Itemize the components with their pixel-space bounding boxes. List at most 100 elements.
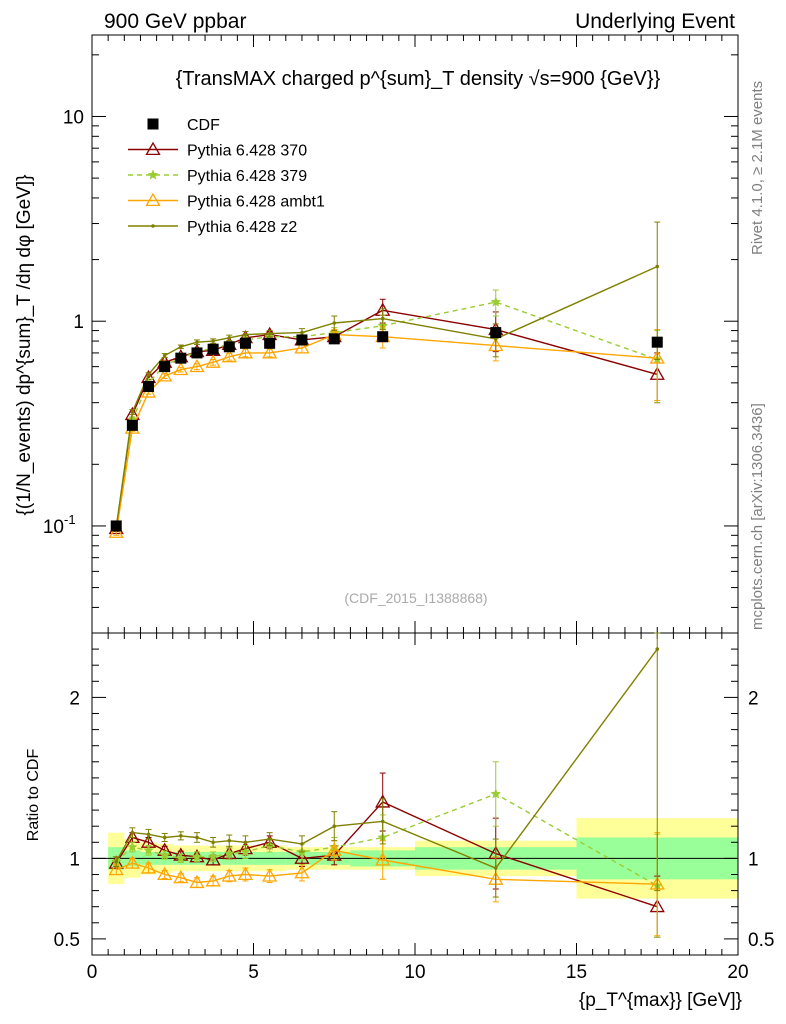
legend-label-pythia-6-428-ambt1: Pythia 6.428 ambt1: [187, 194, 325, 211]
pythia-6-428-ambt1-point: [157, 368, 173, 382]
legend-marker-pythia-6-428-ambt1: [145, 192, 161, 207]
pythia-6-428-379-ratio-point: [223, 847, 235, 859]
pythia-6-428-370-ratio-point: [294, 850, 310, 864]
cdf-data-point: [264, 337, 276, 349]
ratio-series-layer: [108, 632, 665, 938]
pythia-6-428-z2-ratio-point: [114, 859, 119, 864]
cdf-data-point: [207, 343, 219, 355]
pythia-6-428-z2-point: [267, 331, 272, 336]
x-tick-label: 20: [727, 962, 748, 983]
cdf-data-point: [651, 336, 663, 348]
pythia-6-428-ambt1-ratio-point: [375, 852, 391, 866]
pythia-6-428-379-ratio-point: [207, 851, 219, 862]
pythia-6-428-z2-ratio-point: [655, 647, 660, 651]
pythia-6-428-z2-point: [227, 335, 232, 340]
pythia-6-428-z2-ratio-point: [179, 834, 183, 838]
y-tick-label-ratio-right: 2: [748, 688, 759, 709]
cdf-data-point: [110, 520, 122, 532]
y-tick-label-main: 10: [63, 107, 84, 128]
pythia-6-428-z2-point: [380, 316, 385, 321]
pythia-6-428-z2-point: [162, 353, 167, 358]
pythia-6-428-z2-point: [655, 264, 660, 269]
pythia-6-428-ambt1-point: [262, 345, 278, 359]
cdf-data-point: [328, 333, 340, 345]
pythia-6-428-ambt1-ratio-point: [294, 865, 310, 879]
pythia-6-428-ambt1-ratio-point: [108, 861, 124, 876]
pythia-6-428-ambt1-ratio-point: [189, 874, 205, 889]
pythia-6-428-ambt1-point: [189, 358, 205, 373]
rivet-label: Rivet 4.1.0, ≥ 2.1M events: [749, 81, 766, 255]
pythia-6-428-ambt1-point: [649, 350, 665, 364]
pythia-6-428-z2-point: [332, 321, 337, 325]
x-axis-label: {p_T^{max}} [GeV]}: [579, 990, 742, 1011]
y-tick-label-ratio: 0.5: [54, 930, 80, 951]
ratio-plot-frame: [91, 632, 739, 956]
x-tick-label: 0: [87, 962, 98, 983]
legend-marker-pythia-6-428-370: [145, 141, 161, 156]
ratio-bands: [92, 818, 738, 899]
cdf-data-point: [239, 337, 251, 349]
pythia-6-428-379-ratio-point: [191, 851, 203, 862]
pythia-6-428-379-ratio-point: [240, 846, 251, 857]
legend-label-pythia-6-428-z2: Pythia 6.428 z2: [187, 219, 297, 236]
cdf-data-point: [175, 352, 187, 364]
pythia-6-428-z2-ratio-point: [267, 837, 272, 841]
x-tick-label: 5: [248, 962, 259, 983]
pythia-6-428-ambt1-ratio-point: [221, 868, 237, 882]
pythia-6-428-ambt1-ratio-point: [124, 855, 140, 869]
pythia-6-428-379-line: [115, 301, 658, 528]
pythia-6-428-379-ratio-point: [490, 788, 502, 799]
ratio-ylabel: Ratio to CDF: [25, 749, 42, 842]
pythia-6-428-z2-ratio-point: [493, 866, 498, 870]
ratio-plot: 0.5 0.5 1 1 2 2 Ratio to CDF: [25, 632, 774, 956]
pythia-6-428-z2-ratio-point: [130, 830, 135, 835]
pythia-6-428-z2-ratio-point: [227, 838, 232, 843]
cdf-data-point: [296, 334, 308, 346]
legend-label-pythia-6-428-379: Pythia 6.428 379: [187, 168, 307, 185]
pythia-6-428-z2-ratio-point: [300, 842, 304, 846]
x-tick-label: 10: [404, 962, 425, 983]
pythia-6-428-ambt1-point: [173, 361, 189, 376]
pythia-6-428-z2-point: [130, 410, 135, 414]
pythia-6-428-z2-ratio-point: [195, 835, 199, 840]
pythia-6-428-ambt1-ratio-point: [237, 866, 254, 881]
header-left: 900 GeV ppbar: [104, 10, 246, 33]
pythia-6-428-ambt1-point: [237, 345, 254, 359]
pythia-6-428-ambt1-ratio-point: [326, 842, 342, 856]
pythia-6-428-z2-point: [300, 330, 304, 335]
pythia-6-428-ambt1-ratio-point: [173, 869, 189, 884]
pythia-6-428-z2-point: [243, 332, 248, 337]
y-tick-label-main-exp: -1: [64, 512, 76, 527]
pythia-6-428-ambt1-point: [294, 340, 310, 354]
pythia-6-428-ambt1-ratio-point: [262, 868, 278, 882]
pythia-6-428-z2-ratio-point: [380, 819, 385, 824]
legend: CDF Pythia 6.428 370 Pythia 6.428 379 Pythi…: [128, 117, 325, 236]
mcplots-label: mcplots.cern.ch [arXiv:1306.3436]: [749, 403, 766, 630]
cdf-data-point: [143, 380, 155, 392]
pythia-6-428-ambt1-ratio-point: [157, 866, 173, 881]
y-tick-label-main: 10: [43, 517, 64, 538]
cdf-data-point: [377, 331, 389, 343]
pythia-6-428-ambt1-ratio-point: [140, 860, 157, 874]
x-tick-label: 15: [566, 962, 587, 983]
legend-marker-pythia-6-428-379: [147, 169, 159, 180]
x-axis-ticks: 0 5 10 15 20: [87, 962, 749, 983]
pythia-6-428-z2-ratio-point: [162, 835, 167, 840]
y-tick-label-ratio-right: 0.5: [748, 930, 774, 951]
legend-label-pythia-6-428-370: Pythia 6.428 370: [187, 143, 307, 160]
plot-title: {TransMAX charged p^{sum}_T density √s=9…: [176, 68, 661, 90]
pythia-6-428-379-ratio-point: [143, 844, 154, 855]
analysis-id: (CDF_2015_I1388868): [344, 590, 487, 606]
y-tick-label-ratio: 2: [69, 688, 80, 709]
pythia-6-428-z2-point: [211, 339, 215, 343]
legend-label-cdf: CDF: [187, 117, 220, 134]
ratio-axis-ticks: 0.5 0.5 1 1 2 2: [54, 633, 774, 955]
pythia-6-428-379-ratio-point: [159, 849, 171, 860]
pythia-6-428-z2-line: [115, 265, 658, 528]
main-series-layer: [108, 221, 665, 538]
pythia-6-428-z2-ratio-point: [332, 824, 337, 828]
cdf-data-point: [126, 419, 138, 431]
legend-marker-pythia-6-428-z2: [151, 224, 155, 228]
